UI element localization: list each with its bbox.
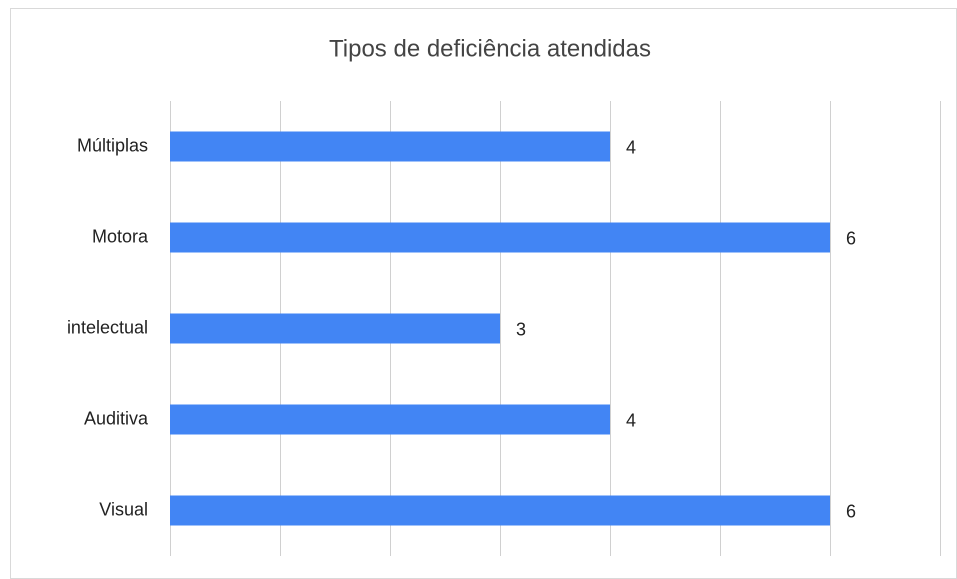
chart-title: Tipos de deficiência atendidas [329, 35, 651, 62]
bar [170, 131, 610, 162]
bar [170, 313, 500, 344]
bar [170, 222, 830, 253]
y-tick-label: Múltiplas [77, 135, 148, 155]
y-tick-label: intelectual [67, 317, 148, 337]
y-tick-label: Visual [99, 499, 148, 519]
value-label: 4 [626, 137, 636, 157]
bar [170, 404, 610, 435]
y-tick-label: Motora [92, 226, 149, 246]
bar [170, 495, 830, 526]
value-label: 6 [846, 501, 856, 521]
chart-border [10, 8, 957, 579]
y-tick-label: Auditiva [84, 408, 149, 428]
value-label: 4 [626, 410, 636, 430]
value-label: 3 [516, 319, 526, 339]
value-label: 6 [846, 228, 856, 248]
